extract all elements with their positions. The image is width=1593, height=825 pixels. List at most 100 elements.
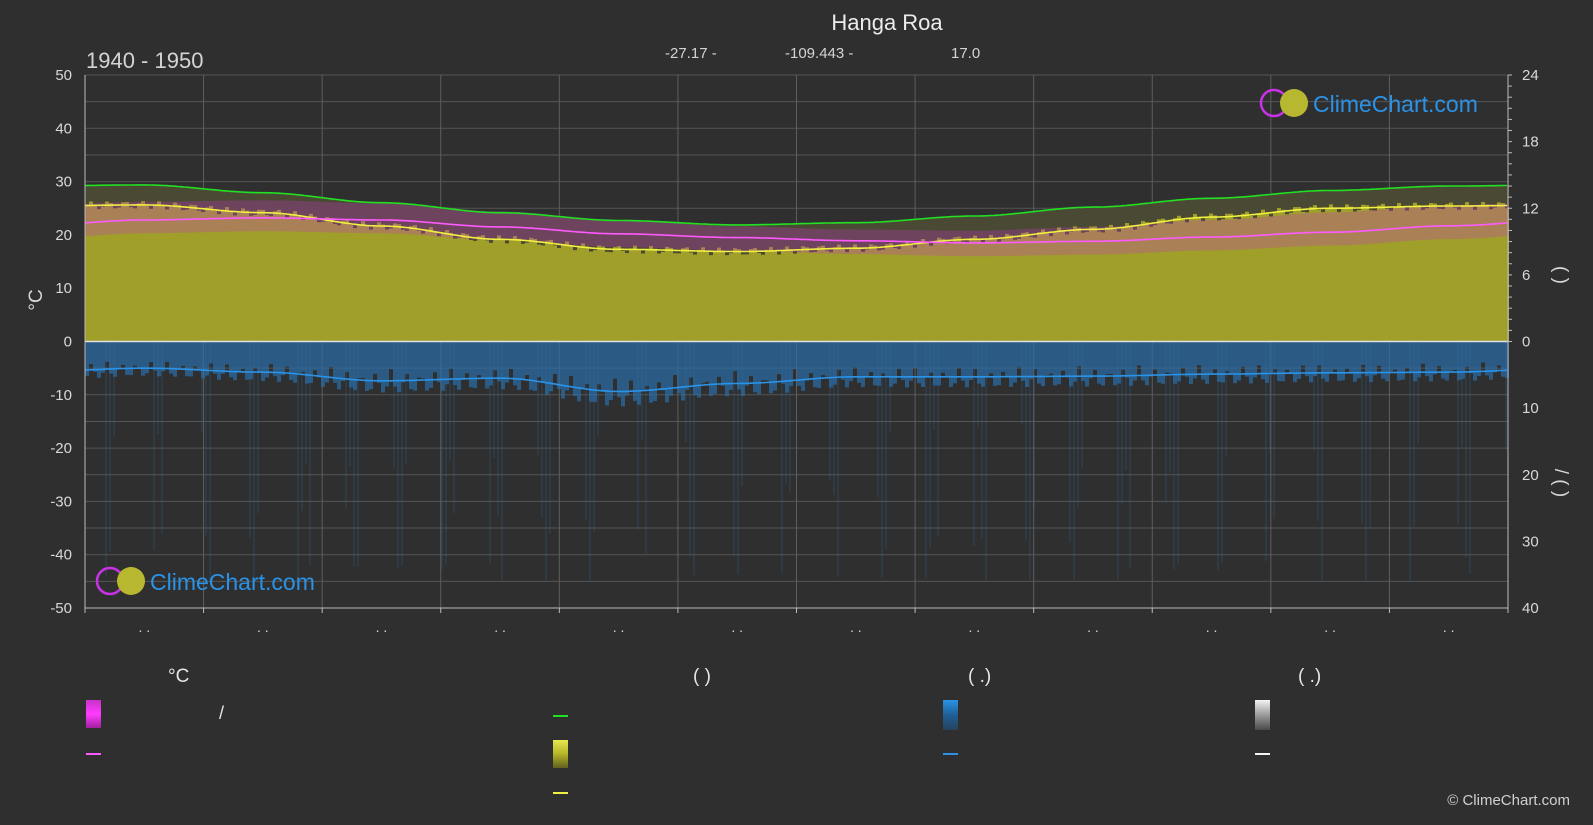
sunshine-bar	[993, 237, 997, 342]
sunshine-bar	[341, 220, 345, 342]
precipitation-spike	[929, 341, 931, 548]
temperature-range-bar	[1473, 204, 1477, 239]
sunshine-bar	[493, 238, 497, 342]
precipitation-bar	[1505, 341, 1509, 378]
sunshine-bar	[541, 245, 545, 342]
precipitation-bar	[117, 341, 121, 370]
precipitation-bar	[989, 341, 993, 374]
sunshine-bar	[605, 251, 609, 342]
temperature-range-bar	[537, 213, 541, 242]
temperature-range-bar	[221, 200, 225, 232]
sunshine-bar	[965, 242, 969, 342]
temperature-range-bar	[113, 202, 117, 235]
precipitation-bar	[337, 341, 341, 390]
elevation-label: 17.0	[951, 45, 980, 62]
sunshine-bar	[1141, 221, 1145, 342]
precipitation-bar	[505, 341, 509, 383]
sunshine-bar	[769, 247, 773, 342]
precipitation-bar	[1261, 341, 1265, 380]
sunshine-bar	[725, 255, 729, 342]
temperature-range-bar	[369, 203, 373, 234]
precipitation-bar	[1353, 341, 1357, 382]
precipitation-bar	[1281, 341, 1285, 382]
temperature-range-bar	[341, 202, 345, 233]
sunshine-bar	[461, 233, 465, 342]
temperature-range-bar	[1461, 204, 1465, 239]
precipitation-bar	[529, 341, 533, 390]
sunshine-bar	[529, 237, 533, 342]
temperature-range-bar	[1313, 212, 1317, 246]
precipitation-bar	[837, 341, 841, 370]
month-tick-label: . .	[257, 619, 269, 635]
precipitation-bar	[345, 341, 349, 373]
precipitation-bar	[1249, 341, 1253, 384]
precipitation-bar	[717, 341, 721, 377]
sunshine-bar	[1045, 233, 1049, 342]
temperature-range-bar	[425, 206, 429, 236]
precipitation-bar	[1317, 341, 1321, 366]
sunshine-bar	[489, 242, 493, 342]
precipitation-spike	[161, 341, 163, 534]
precipitation-bar	[545, 341, 549, 395]
sunshine-bar	[669, 247, 673, 342]
temperature-range-bar	[285, 200, 289, 232]
precipitation-bar	[573, 341, 577, 397]
month-tick-label: . .	[613, 619, 625, 635]
sunshine-bar	[937, 237, 941, 342]
precipitation-bar	[161, 341, 165, 372]
right-top-tick-label: 0	[1522, 334, 1530, 351]
sunshine-bar	[165, 209, 169, 342]
precipitation-bar	[1101, 341, 1105, 386]
precipitation-spike	[593, 341, 595, 532]
logo-top: ClimeChart.com	[1259, 88, 1478, 118]
sunshine-bar	[629, 248, 633, 342]
sunshine-bar	[1329, 204, 1333, 342]
precipitation-spike	[1081, 341, 1083, 468]
temperature-range-bar	[893, 229, 897, 255]
precipitation-bar	[809, 341, 813, 374]
precipitation-bar	[1421, 341, 1425, 364]
temperature-range-bar	[1265, 216, 1269, 249]
sunshine-bar	[561, 243, 565, 342]
temperature-range-bar	[1233, 219, 1237, 250]
sunshine-bar	[845, 252, 849, 342]
precipitation-bar	[585, 341, 589, 385]
precipitation-bar	[1497, 341, 1501, 366]
chart-title: Hanga Roa	[831, 10, 943, 35]
precipitation-bar	[877, 341, 881, 386]
sunshine-bar	[649, 245, 653, 342]
temperature-range-bar	[161, 201, 165, 234]
sunshine-bar	[589, 251, 593, 342]
sunshine-bar	[957, 236, 961, 342]
precipitation-bar	[1173, 341, 1177, 384]
temperature-range-bar	[1169, 221, 1173, 252]
precipitation-spike	[973, 341, 975, 547]
temperature-range-bar	[1141, 224, 1145, 253]
precipitation-spike	[353, 341, 355, 567]
left-tick-label: -50	[50, 600, 72, 617]
sunshine-bar	[121, 202, 125, 342]
sunshine-bar	[317, 222, 321, 342]
sunshine-bar	[297, 215, 301, 342]
sunshine-bar	[1017, 238, 1021, 342]
precipitation-bar	[1141, 341, 1145, 381]
precipitation-bar	[805, 341, 809, 381]
precipitation-spike	[1461, 341, 1463, 447]
sunshine-bar	[309, 213, 313, 342]
legend-rain-line-swatch	[943, 753, 958, 755]
sunshine-bar	[221, 210, 225, 342]
temperature-range-bar	[1217, 219, 1221, 251]
sunshine-bar	[1281, 209, 1285, 342]
precipitation-spike	[249, 341, 251, 538]
sunshine-bar	[1493, 207, 1497, 342]
sunshine-bar	[737, 249, 741, 342]
precipitation-spike	[1265, 341, 1267, 562]
temperature-range-bar	[797, 228, 801, 253]
precipitation-bar	[489, 341, 493, 386]
temperature-range-bar	[373, 203, 377, 234]
precipitation-bar	[1085, 341, 1089, 387]
sunshine-bar	[1345, 204, 1349, 342]
precipitation-spike	[1033, 341, 1035, 510]
sunshine-bar	[1137, 226, 1141, 342]
